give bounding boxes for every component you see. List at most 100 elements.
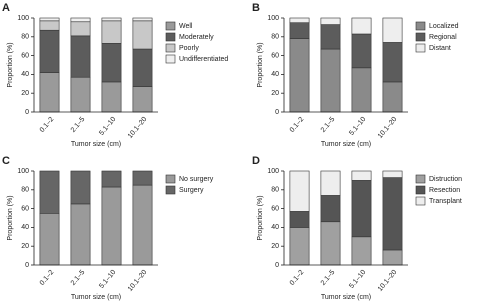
y-tick-label: 100 bbox=[267, 15, 279, 22]
panel-letter: A bbox=[2, 2, 10, 14]
bar-segment bbox=[289, 17, 310, 23]
legend-label: Distruction bbox=[429, 176, 462, 183]
bar-segment bbox=[70, 76, 91, 113]
y-tick-label: 80 bbox=[21, 187, 29, 194]
legend-swatch bbox=[415, 21, 426, 31]
y-axis-label: Proportion (%) bbox=[7, 42, 14, 87]
y-tick-label: 40 bbox=[271, 71, 279, 78]
y-tick-label: 80 bbox=[271, 187, 279, 194]
panel: D 0 20 40 60 80 100 0.1–2 2.1–5 5.1–10 10.1–20 Prop… bbox=[252, 155, 462, 301]
panel-letter: D bbox=[252, 155, 260, 167]
legend-swatch bbox=[415, 196, 426, 206]
bar-segment bbox=[101, 20, 122, 44]
bar-segment bbox=[320, 170, 341, 196]
bar-segment bbox=[382, 170, 403, 178]
bar-segment bbox=[132, 20, 153, 50]
y-tick-label: 60 bbox=[21, 205, 29, 212]
bar-segment bbox=[320, 48, 341, 113]
x-axis-label: Tumor size (cm) bbox=[71, 141, 121, 148]
bar-segment bbox=[39, 20, 60, 31]
bar-segment bbox=[351, 236, 372, 266]
bar-segment bbox=[132, 184, 153, 266]
x-tick-label: 2.1–5 bbox=[320, 116, 337, 134]
legend-swatch bbox=[415, 32, 426, 42]
panel: A 0 20 40 60 80 100 0.1–2 2.1–5 5.1–10 10.1–20 Prop… bbox=[2, 2, 228, 148]
bar-segment bbox=[289, 22, 310, 39]
x-tick-label: 5.1–10 bbox=[348, 269, 367, 290]
bar-segment bbox=[382, 42, 403, 83]
bar-segment bbox=[289, 170, 310, 212]
bar-segment bbox=[70, 35, 91, 78]
x-axis-label: Tumor size (cm) bbox=[321, 141, 371, 148]
y-tick-label: 40 bbox=[21, 71, 29, 78]
bar-segment bbox=[39, 212, 60, 266]
bar-segment bbox=[101, 81, 122, 113]
bar-segment bbox=[132, 48, 153, 87]
y-tick-label: 100 bbox=[267, 168, 279, 175]
x-tick-label: 10.1–20 bbox=[377, 116, 399, 140]
y-tick-label: 100 bbox=[17, 168, 29, 175]
legend-label: Moderately bbox=[179, 34, 214, 41]
bar-segment bbox=[320, 17, 341, 25]
x-tick-label: 0.1–2 bbox=[289, 269, 306, 287]
legend-swatch bbox=[165, 21, 176, 31]
y-tick-label: 60 bbox=[271, 205, 279, 212]
y-tick-label: 0 bbox=[275, 109, 279, 116]
legend-label: Undifferentiated bbox=[179, 56, 228, 63]
bar-segment bbox=[320, 24, 341, 50]
x-tick-label: 5.1–10 bbox=[348, 116, 367, 137]
y-tick-label: 60 bbox=[271, 52, 279, 59]
panel: B 0 20 40 60 80 100 0.1–2 2.1–5 5.1–10 10.1–20 Prop… bbox=[252, 2, 459, 148]
legend-label: Distant bbox=[429, 45, 451, 52]
legend-swatch bbox=[415, 185, 426, 195]
bar-segment bbox=[70, 203, 91, 266]
x-tick-label: 0.1–2 bbox=[39, 116, 56, 134]
bar-segment bbox=[39, 17, 60, 22]
bar-segment bbox=[101, 43, 122, 83]
y-tick-label: 20 bbox=[271, 90, 279, 97]
legend-swatch bbox=[415, 174, 426, 184]
bar-segment bbox=[101, 186, 122, 266]
x-tick-label: 0.1–2 bbox=[39, 269, 56, 287]
legend-swatch bbox=[165, 32, 176, 42]
bar-segment bbox=[289, 211, 310, 228]
bar-segment bbox=[382, 249, 403, 266]
y-tick-label: 40 bbox=[271, 224, 279, 231]
y-tick-label: 40 bbox=[21, 224, 29, 231]
x-tick-label: 5.1–10 bbox=[98, 116, 117, 137]
bar-segment bbox=[351, 33, 372, 69]
legend-label: Resection bbox=[429, 187, 460, 194]
bar-segment bbox=[70, 170, 91, 205]
bar-segment bbox=[382, 177, 403, 251]
y-tick-label: 20 bbox=[271, 243, 279, 250]
y-tick-label: 0 bbox=[275, 262, 279, 269]
bar-segment bbox=[132, 170, 153, 186]
y-tick-label: 80 bbox=[271, 34, 279, 41]
legend-swatch bbox=[165, 54, 176, 64]
panel-letter: B bbox=[252, 2, 260, 14]
bar-segment bbox=[70, 21, 91, 37]
y-tick-label: 80 bbox=[21, 34, 29, 41]
y-tick-label: 60 bbox=[21, 52, 29, 59]
legend-swatch bbox=[165, 185, 176, 195]
x-tick-label: 2.1–5 bbox=[320, 269, 337, 287]
legend-label: Well bbox=[179, 23, 193, 30]
bar-segment bbox=[320, 221, 341, 266]
bar-segment bbox=[101, 170, 122, 188]
y-tick-label: 20 bbox=[21, 243, 29, 250]
bar-segment bbox=[132, 86, 153, 113]
legend-label: Surgery bbox=[179, 187, 204, 194]
legend-swatch bbox=[165, 174, 176, 184]
y-axis-label: Proportion (%) bbox=[7, 195, 14, 240]
bar-segment bbox=[39, 170, 60, 214]
panel: C 0 20 40 60 80 100 0.1–2 2.1–5 5.1–10 10.1–20 Prop… bbox=[2, 155, 214, 301]
bar-segment bbox=[70, 17, 91, 23]
x-tick-label: 10.1–20 bbox=[127, 116, 149, 140]
legend-swatch bbox=[415, 43, 426, 53]
bar-segment bbox=[382, 81, 403, 113]
x-tick-label: 2.1–5 bbox=[70, 116, 87, 134]
legend-swatch bbox=[165, 43, 176, 53]
bar-segment bbox=[289, 38, 310, 113]
x-tick-label: 5.1–10 bbox=[98, 269, 117, 290]
